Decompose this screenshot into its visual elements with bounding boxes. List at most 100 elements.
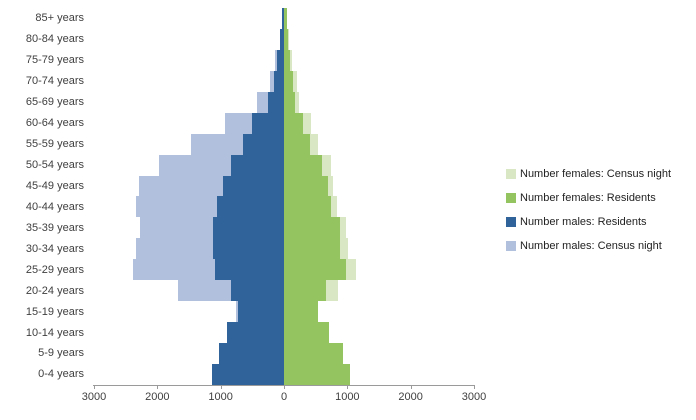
legend-swatch-icon	[506, 241, 516, 251]
males-half	[94, 8, 284, 29]
x-axis-tick-label: 1000	[208, 391, 233, 403]
age-group-label: 20-24 years	[25, 284, 84, 297]
bar-number-males-residents	[218, 343, 284, 364]
females-half	[284, 70, 474, 92]
pyramid-row: 60-64 years	[0, 112, 474, 134]
bar-number-males-residents	[237, 301, 284, 323]
bar-number-males-residents	[242, 133, 284, 155]
age-group-label: 15-19 years	[25, 305, 84, 318]
females-half	[284, 217, 474, 239]
bar-number-females-residents	[284, 8, 287, 29]
age-group-label: 70-74 years	[25, 75, 84, 88]
bar-number-females-residents	[284, 154, 323, 176]
x-axis-tick-mark	[157, 385, 159, 389]
males-half	[94, 343, 284, 364]
females-half	[284, 196, 474, 218]
bar-number-males-residents	[213, 238, 284, 260]
males-half	[94, 280, 284, 302]
age-group-label: 25-29 years	[25, 263, 84, 276]
pyramid-row: 85+ years	[0, 8, 474, 29]
bar-number-females-residents	[284, 322, 329, 343]
females-half	[284, 238, 474, 260]
bar-number-males-residents	[280, 28, 284, 50]
legend-label: Number females: Census night	[520, 168, 672, 180]
females-half	[284, 280, 474, 302]
bar-number-males-residents	[223, 175, 284, 197]
pyramid-row: 75-79 years	[0, 49, 474, 71]
pyramid-row: 55-59 years	[0, 133, 474, 155]
pyramid-row: 35-39 years	[0, 217, 474, 239]
pyramid-row: 5-9 years	[0, 343, 474, 364]
x-axis-tick-mark	[347, 385, 349, 389]
females-half	[284, 259, 474, 281]
legend-item: Number males: Residents	[506, 210, 671, 234]
legend-item: Number females: Census night	[506, 162, 671, 186]
bar-number-females-residents	[284, 133, 311, 155]
x-axis-tick-mark	[94, 385, 95, 389]
males-half	[94, 49, 284, 71]
x-axis-tick-label: 2000	[145, 391, 170, 403]
males-half	[94, 363, 284, 385]
males-half	[94, 154, 284, 176]
pyramid-row: 25-29 years	[0, 259, 474, 281]
females-half	[284, 343, 474, 364]
legend-label: Number males: Census night	[520, 240, 662, 252]
age-group-label: 5-9 years	[38, 347, 84, 360]
bar-number-males-residents	[214, 259, 284, 281]
pyramid-row: 70-74 years	[0, 70, 474, 92]
bar-number-males-residents	[231, 280, 284, 302]
bar-number-females-residents	[284, 49, 291, 71]
bar-number-males-residents	[227, 322, 284, 343]
bar-number-males-residents	[273, 70, 284, 92]
bar-number-males-residents	[282, 8, 284, 29]
pyramid-row: 20-24 years	[0, 280, 474, 302]
legend-swatch-icon	[506, 169, 516, 179]
x-axis-tick-mark	[474, 385, 475, 389]
bar-number-males-residents	[252, 112, 284, 134]
age-group-label: 45-49 years	[25, 179, 84, 192]
females-half	[284, 363, 474, 385]
x-axis-tick-mark	[284, 385, 285, 389]
bar-number-males-residents	[267, 91, 284, 113]
bar-number-males-residents	[211, 363, 284, 385]
bar-number-males-residents	[213, 217, 284, 239]
age-group-label: 80-84 years	[25, 33, 84, 46]
females-half	[284, 322, 474, 343]
x-axis-tick-label: 0	[280, 391, 288, 403]
legend-label: Number females: Residents	[520, 192, 656, 204]
x-axis-tick-label: 1000	[335, 391, 360, 403]
x-axis-tick-label: 2000	[398, 391, 423, 403]
females-half	[284, 133, 474, 155]
males-half	[94, 301, 284, 323]
bar-number-females-residents	[284, 91, 295, 113]
age-group-label: 10-14 years	[25, 326, 84, 339]
bar-number-females-residents	[284, 280, 327, 302]
age-group-label: 40-44 years	[25, 200, 84, 213]
bar-number-females-residents	[284, 259, 346, 281]
pyramid-row: 80-84 years	[0, 28, 474, 50]
bar-number-females-residents	[284, 70, 294, 92]
males-half	[94, 238, 284, 260]
females-half	[284, 301, 474, 323]
males-half	[94, 259, 284, 281]
age-group-label: 60-64 years	[25, 117, 84, 130]
bar-number-males-residents	[216, 196, 284, 218]
bar-number-females-residents	[284, 28, 289, 50]
males-half	[94, 112, 284, 134]
bar-number-males-residents	[230, 154, 284, 176]
age-group-label: 35-39 years	[25, 221, 84, 234]
age-group-label: 75-79 years	[25, 54, 84, 67]
bar-number-females-residents	[284, 112, 303, 134]
x-axis-tick-label: 3000	[461, 391, 487, 403]
legend-swatch-icon	[506, 193, 516, 203]
females-half	[284, 154, 474, 176]
pyramid-row: 30-34 years	[0, 238, 474, 260]
bar-number-females-residents	[284, 363, 350, 385]
bar-number-males-residents	[277, 49, 284, 71]
males-half	[94, 28, 284, 50]
age-group-label: 30-34 years	[25, 242, 84, 255]
pyramid-row: 0-4 years	[0, 363, 474, 385]
pyramid-rows: 85+ years 80-84 years 75-79 years 70-74 yea…	[0, 8, 474, 385]
bar-number-females-residents	[284, 238, 341, 260]
